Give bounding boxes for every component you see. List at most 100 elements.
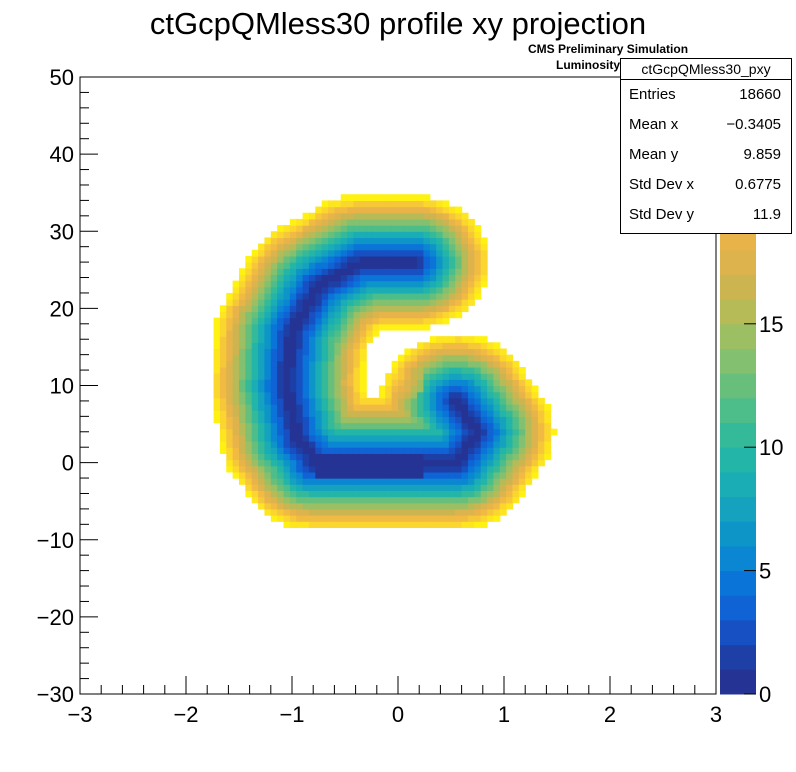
heat-cell [461,292,469,300]
heat-cell [353,255,361,263]
heat-cell [232,329,240,337]
heat-cell [404,496,412,504]
heat-cell [245,471,253,479]
heat-cell [289,453,297,461]
heat-cell [321,465,329,473]
heat-cell [512,471,520,479]
heat-cell [480,490,488,498]
heat-cell [308,508,316,516]
heat-cell [461,280,469,288]
heat-cell [467,218,475,226]
heat-cell [366,292,374,300]
heat-cell [366,478,374,485]
heat-cell [334,502,342,510]
heat-cell [353,317,361,325]
heat-cell [353,225,361,232]
heat-cell [467,416,475,424]
heat-cell [289,237,297,245]
heat-cell [270,484,278,491]
heat-cell [506,360,514,368]
heat-cell [391,434,399,442]
heat-cell [404,478,412,485]
heat-cell [308,490,316,498]
heat-cell [480,484,488,491]
heat-cell [455,311,463,319]
heat-cell [270,441,278,448]
heat-cell [372,206,380,214]
heat-cell [359,434,367,442]
heat-cell [544,404,552,411]
heat-cell [366,200,374,208]
heat-cell [391,410,399,417]
heat-cell [321,484,329,491]
heat-cell [232,428,240,436]
heat-cell [277,231,285,239]
heat-cell [315,206,323,214]
heat-cell [353,515,361,522]
heat-cell [296,484,304,491]
heat-cell [423,379,431,387]
heat-cell [245,311,253,319]
heat-cell [410,194,418,201]
heat-cell [404,515,412,522]
heat-cell [417,428,425,436]
heat-cell [359,471,367,479]
heat-cell [359,311,367,319]
heat-cell [455,434,463,442]
heat-cell [385,194,393,201]
heat-cell [436,434,444,442]
heat-cell [499,379,507,387]
heat-cell [340,447,348,454]
heat-cell [525,465,533,473]
heat-cell [506,397,514,405]
heat-cell [391,422,399,430]
heat-cell [347,459,355,467]
heat-cell [461,471,469,479]
heat-cell [283,391,291,399]
heat-cell [219,336,227,343]
heat-cell [391,428,399,436]
heat-cell [455,490,463,498]
heat-cell [239,317,246,325]
heat-cell [417,231,425,239]
heat-cell [270,410,278,417]
heat-cell [436,422,444,430]
heat-cell [315,385,323,393]
heat-cell [277,280,285,288]
heat-cell [340,428,348,436]
heat-cell [385,515,393,522]
heat-cell [359,348,367,356]
heat-cell [461,502,469,510]
heat-cell [480,336,488,343]
heat-cell [410,305,418,313]
heat-cell [283,280,291,288]
heat-cell [302,391,310,399]
heat-cell [353,348,361,356]
heat-cell [289,459,297,467]
heat-cell [270,286,278,294]
heat-cell [436,391,444,399]
heat-cell [487,490,494,498]
heat-cell [391,231,399,239]
heat-cell [232,366,240,374]
heat-cell [531,391,539,399]
heat-cell [531,434,539,442]
y-tick-label: 0 [62,451,74,476]
heat-cell [353,373,361,380]
heat-cell [461,410,469,417]
heat-cell [461,428,469,436]
heat-cell [353,329,361,337]
heat-cell [423,348,431,356]
heat-cell [480,243,488,251]
heat-cell [328,360,335,368]
heat-cell [315,231,323,239]
heat-cell [455,286,463,294]
heat-cell [245,354,253,362]
heat-cell [340,410,348,417]
heat-cell [398,212,405,220]
heat-cell [289,515,297,522]
heat-cell [410,218,418,226]
heat-cell [366,274,374,282]
heat-cell [283,478,291,485]
heat-cell [487,453,494,461]
